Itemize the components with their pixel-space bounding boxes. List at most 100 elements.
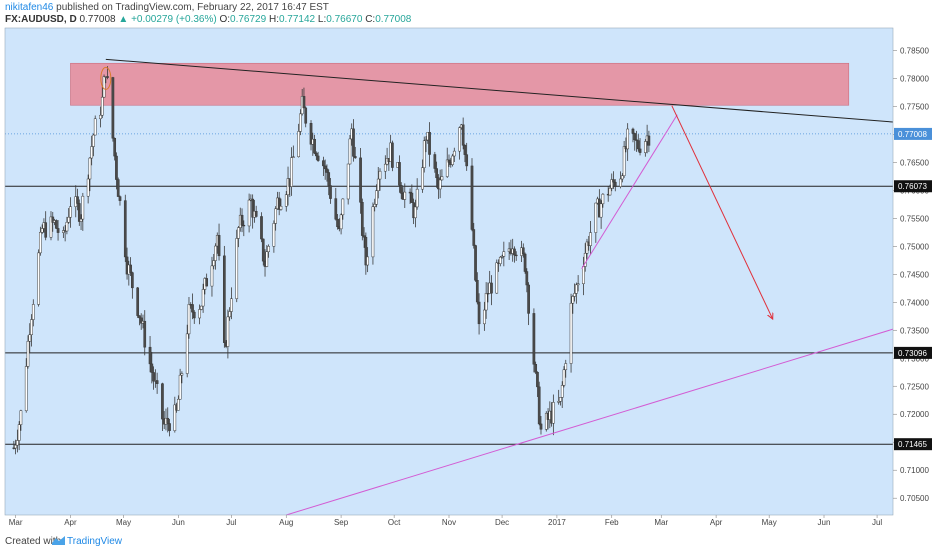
candle-up bbox=[424, 139, 428, 142]
candle-up bbox=[284, 194, 288, 207]
candle-down bbox=[463, 145, 467, 155]
author-link[interactable]: nikitafen46 bbox=[5, 2, 54, 13]
candle-down bbox=[313, 138, 316, 154]
candle-up bbox=[88, 157, 92, 180]
candle-up bbox=[341, 198, 345, 216]
resistance-zone bbox=[70, 62, 850, 106]
candle-up bbox=[599, 203, 603, 218]
projection-arrow bbox=[671, 105, 773, 319]
candle-down bbox=[118, 196, 122, 201]
candle-down bbox=[51, 216, 55, 223]
candle-down bbox=[150, 363, 154, 373]
candle-up bbox=[575, 284, 578, 294]
high-value: 0.77142 bbox=[278, 14, 316, 25]
candle-down bbox=[304, 107, 308, 124]
plot-layer bbox=[5, 58, 893, 515]
candle-up bbox=[65, 221, 69, 232]
candle-up bbox=[484, 293, 488, 311]
candle-down bbox=[477, 301, 481, 325]
x-tick-label: Mar bbox=[654, 518, 668, 527]
candle-down bbox=[131, 272, 134, 289]
x-tick-label: Jul bbox=[872, 518, 882, 527]
candle-down bbox=[168, 423, 171, 431]
symbol-label: FX:AUDUSD, D bbox=[5, 14, 77, 25]
y-tick-label: 0.70500 bbox=[900, 494, 929, 503]
candle-down bbox=[539, 423, 543, 430]
y-tick-label: 0.72500 bbox=[900, 382, 929, 391]
candle-down bbox=[636, 140, 640, 150]
candle-up bbox=[17, 424, 21, 441]
candle-up bbox=[373, 204, 377, 207]
candle-down bbox=[261, 238, 265, 262]
candle-up bbox=[500, 256, 504, 258]
candle-up bbox=[502, 251, 506, 257]
candle-up bbox=[371, 206, 375, 258]
candle-down bbox=[56, 228, 60, 233]
candle-up bbox=[212, 260, 216, 267]
candle-down bbox=[123, 200, 127, 258]
candle-down bbox=[136, 287, 140, 316]
candle-up bbox=[86, 178, 90, 197]
candle-up bbox=[299, 113, 302, 132]
candle-down bbox=[115, 155, 118, 180]
candle-up bbox=[30, 319, 33, 336]
candle-up bbox=[557, 401, 561, 403]
candle-down bbox=[309, 123, 313, 145]
candle-down bbox=[475, 280, 479, 303]
candle-down bbox=[116, 179, 120, 197]
tradingview-brand-link[interactable]: TradingView bbox=[67, 536, 123, 547]
x-tick-label: May bbox=[762, 518, 777, 527]
trendline-short-support bbox=[581, 114, 678, 269]
candle-up bbox=[210, 265, 214, 287]
candles-group bbox=[12, 66, 651, 455]
candle-up bbox=[569, 302, 573, 364]
footer: Created with TradingView bbox=[0, 530, 932, 550]
candle-up bbox=[173, 404, 177, 431]
candle-up bbox=[378, 170, 382, 180]
candle-up bbox=[458, 127, 461, 152]
x-tick-label: Aug bbox=[279, 518, 293, 527]
candle-down bbox=[327, 172, 331, 186]
candle-down bbox=[470, 165, 474, 230]
candle-down bbox=[428, 132, 431, 155]
candle-down bbox=[360, 202, 364, 236]
candle-up bbox=[49, 216, 53, 238]
candle-down bbox=[398, 162, 401, 186]
candle-down bbox=[362, 235, 366, 238]
level-price-tag-bg bbox=[894, 438, 932, 451]
candle-up bbox=[564, 363, 568, 371]
candle-up bbox=[483, 309, 486, 325]
open-value: 0.76729 bbox=[230, 14, 267, 25]
candle-down bbox=[76, 196, 79, 204]
candle-up bbox=[81, 195, 85, 220]
candle-up bbox=[438, 179, 442, 190]
candle-up bbox=[560, 385, 564, 398]
candle-up bbox=[272, 223, 276, 247]
candle-down bbox=[461, 124, 465, 146]
candle-up bbox=[228, 311, 232, 318]
candle-up bbox=[92, 134, 95, 147]
y-tick-label: 0.78000 bbox=[900, 74, 929, 83]
x-tick-label: Dec bbox=[495, 518, 509, 527]
candle-up bbox=[498, 256, 502, 264]
candle-down bbox=[532, 313, 536, 365]
candle-up bbox=[421, 167, 424, 190]
candle-up bbox=[552, 402, 555, 424]
peak-highlight-ellipse bbox=[100, 66, 112, 90]
candle-down bbox=[191, 304, 194, 313]
candle-down bbox=[205, 278, 209, 287]
change-value: ▲ +0.00279 (+0.36%) bbox=[118, 14, 217, 25]
candle-down bbox=[490, 282, 493, 294]
candle-down bbox=[364, 236, 368, 266]
candle-up bbox=[495, 262, 499, 294]
candle-down bbox=[325, 168, 329, 173]
candle-up bbox=[375, 190, 378, 205]
candle-down bbox=[217, 235, 221, 257]
candle-down bbox=[465, 154, 469, 167]
open-label: O: bbox=[219, 14, 231, 25]
candle-down bbox=[353, 156, 357, 159]
candle-down bbox=[152, 372, 155, 382]
candle-up bbox=[39, 231, 42, 254]
candle-up bbox=[610, 179, 614, 189]
